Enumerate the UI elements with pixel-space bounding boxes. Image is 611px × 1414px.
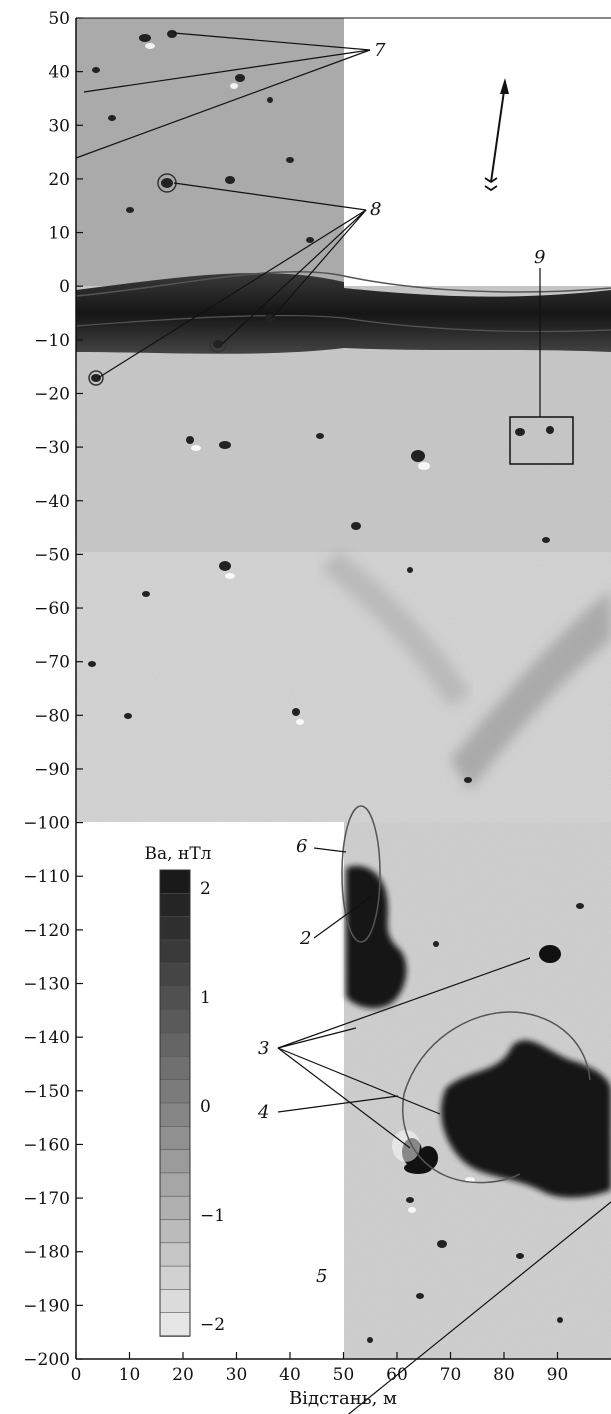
colorbar-swatch [159, 1195, 191, 1221]
y-tick-labels: 50 40 30 20 10 0 −10 −20 −30 −40 −50 −60 −70 −80 −90 −1… [23, 9, 83, 1370]
y-tick-label: 10 [48, 224, 70, 244]
y-tick-label: −10 [34, 331, 70, 351]
outline-6 [341, 805, 381, 943]
y-tick-label: −160 [23, 1135, 70, 1155]
x-tick-label: 60 [386, 1365, 408, 1385]
colorbar-tick-label: 1 [200, 988, 211, 1008]
colorbar-swatch [159, 1172, 191, 1198]
y-tick-label: 40 [48, 63, 70, 83]
colorbar-tick-label: −2 [200, 1315, 225, 1335]
callout-5: 5 [316, 1266, 327, 1287]
colorbar-swatch [159, 1219, 191, 1244]
x-tick-label: 50 [333, 1365, 355, 1385]
y-tick-label: 0 [59, 277, 70, 297]
y-tick-label: −190 [23, 1296, 70, 1316]
colorbar-swatch [159, 1149, 191, 1174]
x-tick-labels: 0 10 20 30 40 50 60 70 80 90 [71, 1352, 569, 1385]
y-tick-label: −30 [34, 438, 70, 458]
callout-3: 3 [258, 1038, 269, 1059]
outline-8c [88, 370, 104, 386]
colorbar-title: Ва, нТл [145, 844, 212, 864]
y-tick-label: −130 [23, 975, 70, 995]
survey-raster [75, 18, 611, 1359]
y-tick-label: −170 [23, 1189, 70, 1209]
y-tick-label: −60 [34, 599, 70, 619]
callout-8: 8 [370, 199, 381, 220]
x-tick-label: 40 [279, 1365, 301, 1385]
colorbar-swatch [159, 916, 191, 941]
anomaly-2 [346, 865, 407, 1009]
colorbar-swatch [159, 1126, 191, 1151]
dipole-anomalies [88, 30, 584, 1343]
y-tick-label: 30 [48, 116, 70, 136]
colorbar-swatch [159, 1056, 191, 1081]
y-tick-label: −100 [23, 814, 70, 834]
north-arrow-icon [484, 78, 509, 192]
y-tick-label: 50 [48, 9, 70, 29]
callout-9: 9 [534, 247, 545, 268]
y-tick-label: −120 [23, 921, 70, 941]
colorbar-swatch [159, 1079, 191, 1104]
colorbar-swatch [159, 1312, 191, 1337]
x-axis-label: Відстань, м [289, 1388, 397, 1409]
y-tick-label: −150 [23, 1082, 70, 1102]
callout-4: 4 [257, 1102, 269, 1123]
colorbar-swatches [159, 869, 191, 1337]
colorbar-tick-label: −1 [200, 1206, 225, 1226]
outline-9 [509, 416, 574, 465]
y-tick-label: 20 [48, 170, 70, 190]
y-tick-label: −40 [34, 492, 70, 512]
y-tick-label: −140 [23, 1028, 70, 1048]
x-tick-label: 0 [71, 1365, 82, 1385]
y-tick-label: −110 [23, 867, 70, 887]
x-tick-label: 90 [547, 1365, 569, 1385]
colorbar-swatch [159, 1032, 191, 1058]
dark-anomaly-band [76, 272, 611, 354]
colorbar-frame [159, 869, 191, 1337]
x-tick-label: 10 [119, 1365, 141, 1385]
outline-4 [403, 1011, 591, 1095]
y-tick-label: −50 [34, 545, 70, 565]
y-tick-label: −90 [34, 760, 70, 780]
colorbar-tick-labels: 2 1 0 −1 −2 [200, 879, 225, 1335]
x-tick-label: 30 [226, 1365, 248, 1385]
colorbar-swatch [159, 869, 191, 895]
outline-8b [209, 335, 227, 353]
y-tick-label: −80 [34, 706, 70, 726]
colorbar-swatch [159, 892, 191, 918]
colorbar-swatch [159, 1289, 191, 1314]
colorbar-swatch [159, 1242, 191, 1267]
anomaly-3-small [539, 945, 561, 963]
y-tick-label: −200 [23, 1350, 70, 1370]
colorbar-legend: Ва, нТл 2 1 0 −1 −2 [145, 844, 225, 1337]
callout-2: 2 [299, 928, 311, 949]
colorbar-tick-label: 2 [200, 879, 211, 899]
anomaly-3-large [441, 1040, 611, 1198]
colorbar-tick-label: 0 [200, 1097, 211, 1117]
callout-leaders [75, 32, 611, 1414]
y-tick-label: −180 [23, 1243, 70, 1263]
colorbar-swatch [159, 986, 191, 1011]
x-tick-label: 70 [440, 1365, 462, 1385]
colorbar-swatch [159, 1102, 191, 1128]
colorbar-swatch [159, 962, 191, 988]
x-tick-label: 80 [493, 1365, 515, 1385]
colorbar-swatch [159, 1265, 191, 1291]
y-tick-label: −70 [34, 653, 70, 673]
x-tick-label: 20 [172, 1365, 194, 1385]
diagonal-streak [450, 590, 611, 790]
y-tick-label: −20 [34, 384, 70, 404]
axes: 50403020100−10−20−30−40−50−60−70−80−90−1… [23, 9, 611, 1409]
callout-6: 6 [296, 836, 307, 857]
colorbar-swatch [159, 1009, 191, 1034]
callout-7: 7 [374, 40, 386, 61]
colorbar-swatch [159, 939, 191, 965]
